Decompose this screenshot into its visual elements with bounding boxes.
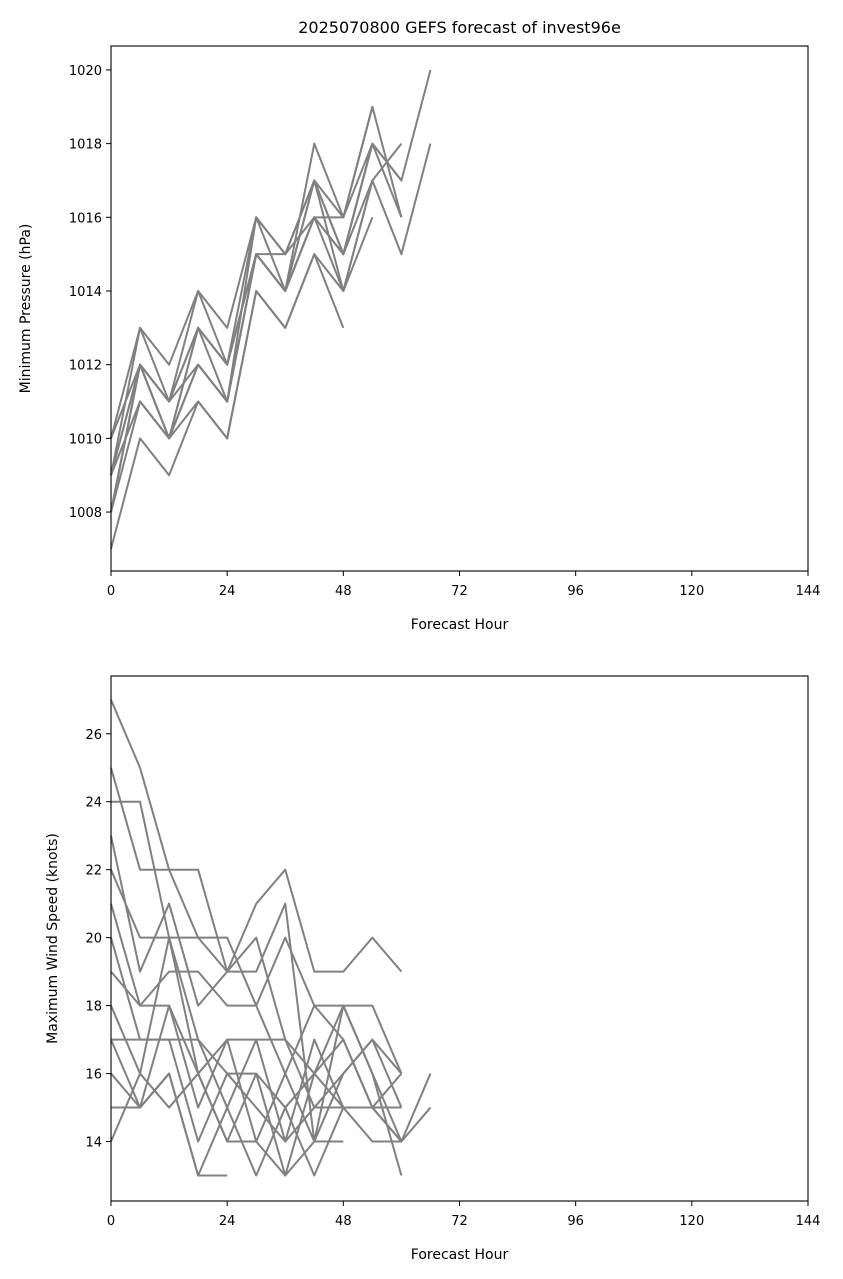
pressure-x-tick-label: 48 xyxy=(335,584,352,599)
wind-member-line-14 xyxy=(110,1039,228,1177)
pressure-x-tick-label: 72 xyxy=(451,584,468,599)
pressure-member-line-11 xyxy=(110,253,345,550)
pressure-member-line-4 xyxy=(110,142,403,476)
pressure-plot-frame xyxy=(110,45,809,572)
pressure-x-axis-label: Forecast Hour xyxy=(411,617,509,633)
wind-x-axis-label: Forecast Hour xyxy=(411,1247,509,1263)
wind-y-ticks: 14 16 18 20 22 24 26 xyxy=(85,728,111,1151)
wind-y-tick-label: 16 xyxy=(85,1068,102,1083)
pressure-y-tick-label: 1018 xyxy=(69,138,102,153)
pressure-member-line-2 xyxy=(110,143,432,513)
wind-member-line-1 xyxy=(110,699,403,973)
wind-chart: 0 24 48 72 96 120 144 14 16 18 20 22 24 26 Forecast … xyxy=(45,675,821,1263)
wind-x-ticks: 0 24 48 72 96 120 144 xyxy=(107,1201,821,1229)
wind-member-line-13 xyxy=(110,1072,344,1177)
wind-y-tick-label: 14 xyxy=(85,1136,102,1151)
wind-x-tick-label: 0 xyxy=(107,1214,115,1229)
wind-y-tick-label: 22 xyxy=(85,864,102,879)
wind-y-tick-label: 26 xyxy=(85,728,102,743)
wind-y-tick-label: 24 xyxy=(85,796,102,811)
pressure-x-tick-label: 144 xyxy=(796,584,821,599)
pressure-y-tick-label: 1012 xyxy=(69,359,102,374)
pressure-x-ticks: 0 24 48 72 96 120 144 xyxy=(107,571,821,599)
pressure-x-tick-label: 120 xyxy=(679,584,704,599)
pressure-x-tick-label: 96 xyxy=(567,584,584,599)
pressure-chart: 2025070800 GEFS forecast of invest96e 0 2… xyxy=(18,18,820,633)
pressure-y-tick-label: 1020 xyxy=(69,64,102,79)
pressure-member-line-3 xyxy=(110,105,403,439)
wind-x-tick-label: 72 xyxy=(451,1214,468,1229)
wind-series-group xyxy=(110,699,432,1177)
pressure-member-line-10 xyxy=(110,179,374,513)
wind-x-tick-label: 24 xyxy=(219,1214,236,1229)
pressure-x-tick-label: 24 xyxy=(219,584,236,599)
wind-x-tick-label: 48 xyxy=(335,1214,352,1229)
pressure-y-tick-label: 1008 xyxy=(69,506,102,521)
pressure-y-tick-label: 1014 xyxy=(69,285,102,300)
wind-y-tick-label: 18 xyxy=(85,1000,102,1015)
wind-member-line-11 xyxy=(110,1004,432,1177)
wind-y-tick-label: 20 xyxy=(85,932,102,947)
pressure-y-tick-label: 1010 xyxy=(69,432,102,447)
wind-x-tick-label: 144 xyxy=(796,1214,821,1229)
pressure-y-ticks: 1008 1010 1012 1014 1016 1018 1020 xyxy=(69,64,111,521)
pressure-member-line-6 xyxy=(110,143,403,476)
wind-x-tick-label: 120 xyxy=(679,1214,704,1229)
wind-x-tick-label: 96 xyxy=(567,1214,584,1229)
pressure-y-axis-label: Minimum Pressure (hPa) xyxy=(18,224,34,394)
pressure-x-tick-label: 0 xyxy=(107,584,115,599)
wind-member-line-2 xyxy=(111,800,403,1143)
pressure-y-tick-label: 1016 xyxy=(69,211,102,226)
pressure-series-group xyxy=(110,69,432,550)
wind-y-axis-label: Maximum Wind Speed (knots) xyxy=(45,833,61,1044)
chart-title: 2025070800 GEFS forecast of invest96e xyxy=(298,18,621,37)
